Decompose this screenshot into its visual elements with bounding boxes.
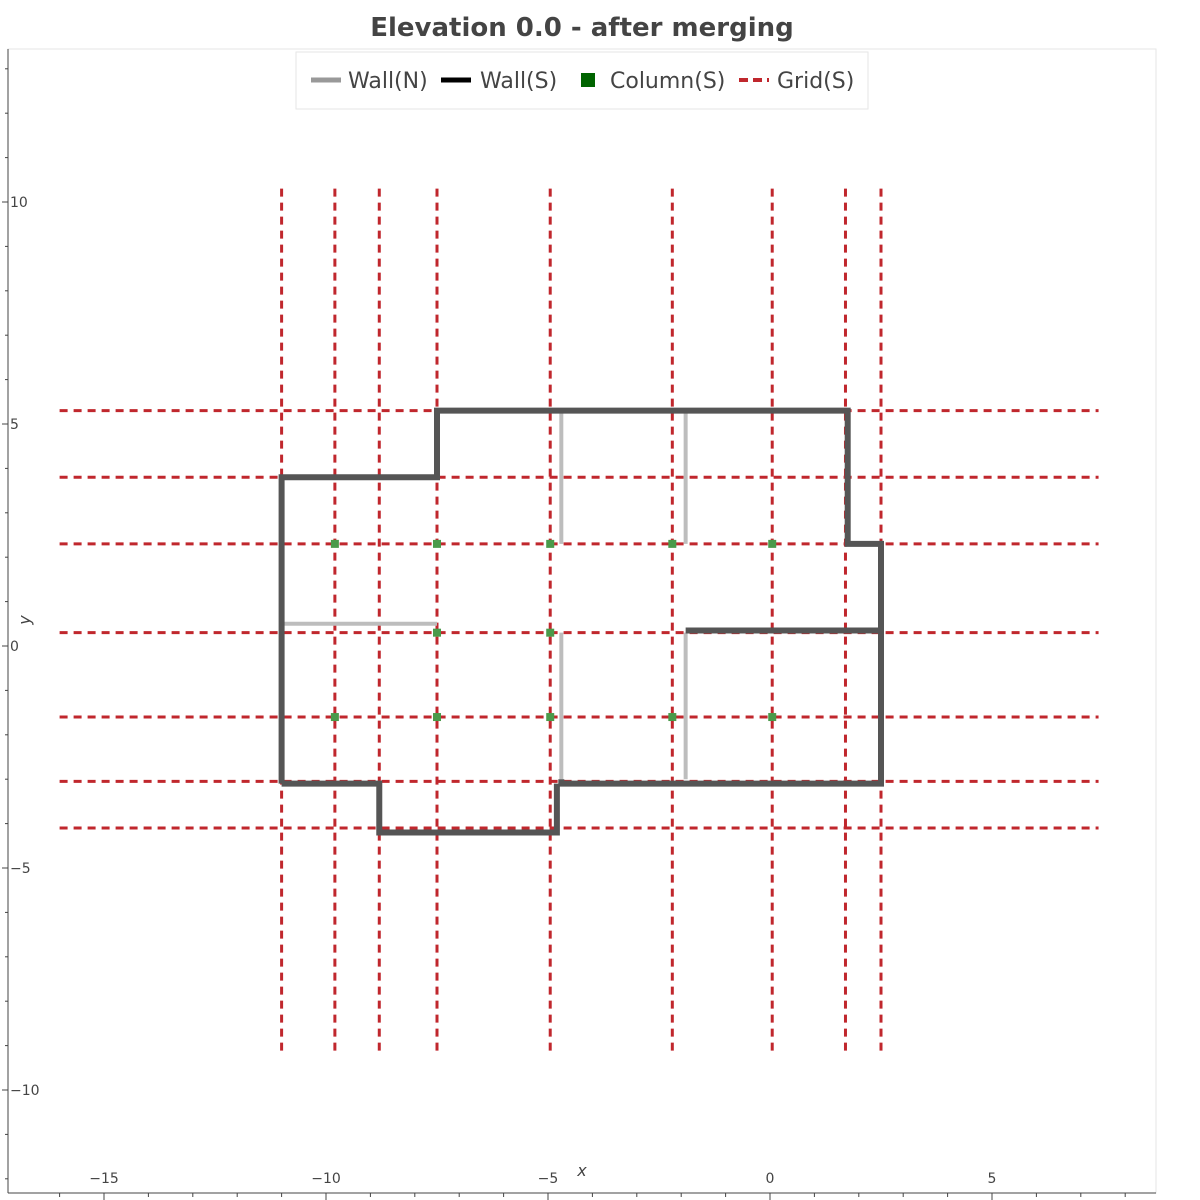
wall-n-layer: [281, 410, 688, 780]
column-marker: [433, 628, 441, 637]
column-marker: [546, 628, 555, 637]
legend-label: Wall(N): [348, 69, 428, 94]
legend-label: Grid(S): [777, 69, 854, 94]
wall-s-layer: [278, 407, 884, 836]
legend-swatch-column-s: [581, 73, 595, 87]
column-marker: [668, 713, 677, 722]
x-tick-label: 0: [766, 1171, 775, 1187]
column-marker: [330, 539, 339, 548]
legend-label: Column(S): [610, 69, 725, 94]
legend: Wall(N) Wall(S) Column(S) Grid(S): [295, 51, 869, 110]
y-tick-label: 10: [10, 195, 28, 211]
x-tick-label: −10: [311, 1171, 341, 1187]
wall-s-polyline: [281, 780, 560, 836]
grid-lines-layer: [59, 188, 1099, 1055]
column-marker: [433, 539, 441, 548]
column-marker: [768, 539, 777, 548]
column-marker: [668, 539, 677, 548]
column-marker: [546, 713, 555, 722]
wall-s-polyline: [278, 407, 884, 787]
columns-layer: [330, 539, 777, 722]
x-axis-label: x: [576, 1161, 587, 1180]
chart-title: Elevation 0.0 - after merging: [370, 13, 794, 43]
axes-layer: −15 −10 −5 0 5 −10 −5 0 5 10: [2, 49, 1156, 1200]
x-tick-label: −15: [89, 1171, 119, 1187]
column-marker: [768, 713, 777, 722]
y-tick-label: −10: [10, 1083, 40, 1099]
y-axis-label: y: [15, 615, 34, 626]
plot-frame: [7, 48, 1157, 1194]
column-marker: [433, 713, 441, 722]
y-tick-label: −5: [10, 861, 31, 877]
y-tick-label: 5: [10, 417, 19, 433]
x-tick-label: −5: [538, 1171, 559, 1187]
x-tick-label: 5: [988, 1171, 997, 1187]
column-marker: [546, 539, 555, 548]
legend-label: Wall(S): [480, 69, 557, 94]
column-marker: [330, 713, 339, 722]
y-tick-label: 0: [10, 639, 19, 655]
